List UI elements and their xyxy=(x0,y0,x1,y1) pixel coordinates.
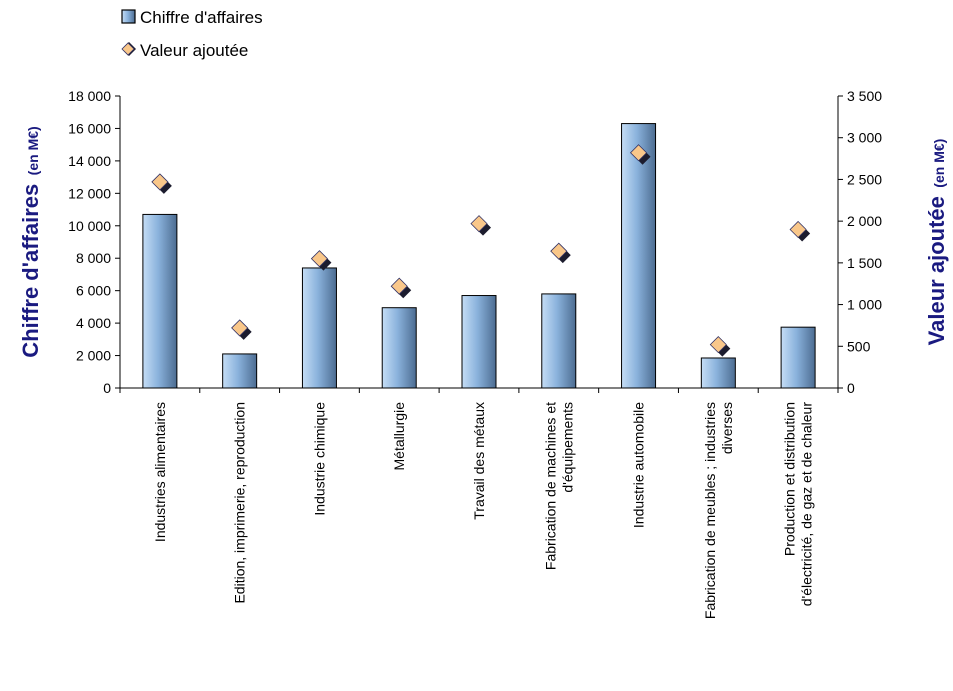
marker-series xyxy=(151,144,811,357)
left-tick-label: 2 000 xyxy=(76,348,111,364)
value-marker xyxy=(709,336,731,357)
bar xyxy=(541,293,577,389)
legend-bar-label: Chiffre d'affaires xyxy=(140,8,263,27)
bar xyxy=(461,295,497,389)
bar xyxy=(621,123,657,389)
legend-marker-label: Valeur ajoutée xyxy=(140,41,248,60)
right-tick-label: 500 xyxy=(847,338,871,354)
left-tick-label: 14 000 xyxy=(68,153,111,169)
category-label: Industries alimentaires xyxy=(152,402,168,542)
left-tick-label: 12 000 xyxy=(68,185,111,201)
left-axis-title: Chiffre d'affaires (en M€) xyxy=(18,126,43,357)
right-tick-label: 3 000 xyxy=(847,130,882,146)
category-label: Industrie chimique xyxy=(311,402,327,516)
value-marker xyxy=(789,220,811,242)
left-tick-label: 0 xyxy=(103,380,111,396)
category-label: Travail des métaux xyxy=(471,402,487,520)
right-tick-label: 2 500 xyxy=(847,171,882,187)
value-marker xyxy=(470,215,491,236)
right-axis-title: Valeur ajoutée (en M€) xyxy=(924,139,949,346)
category-label: Fabrication de machines etd'équipements xyxy=(542,402,575,570)
right-tick-label: 3 500 xyxy=(847,88,882,104)
category-label: Métallurgie xyxy=(391,402,407,471)
right-tick-label: 0 xyxy=(847,380,855,396)
value-marker xyxy=(629,144,651,165)
category-label: Production et distributiond'électricité,… xyxy=(782,402,815,607)
value-marker xyxy=(310,250,332,271)
left-tick-label: 4 000 xyxy=(76,315,111,331)
category-labels: Industries alimentaires Edition, imprimer… xyxy=(119,388,839,619)
bar xyxy=(381,307,417,389)
left-tick-label: 6 000 xyxy=(76,283,111,299)
category-label: Edition, imprimerie, reproduction xyxy=(232,402,248,604)
left-tick-label: 16 000 xyxy=(68,120,111,136)
value-marker xyxy=(151,173,172,194)
bar xyxy=(142,213,178,389)
value-marker xyxy=(390,277,412,299)
left-tick-label: 18 000 xyxy=(68,88,111,104)
right-axis-ticks: 0 500 1 000 1 500 2 000 2 500 3 000 3 500 xyxy=(838,88,882,396)
value-marker xyxy=(550,242,571,264)
category-label: Fabrication de meubles ; industriesdiver… xyxy=(702,402,735,619)
bar xyxy=(301,267,337,389)
left-tick-label: 8 000 xyxy=(76,250,111,266)
category-label: Industrie automobile xyxy=(631,402,647,528)
right-tick-label: 2 000 xyxy=(847,213,882,229)
legend-bar-swatch xyxy=(121,9,136,24)
value-marker xyxy=(231,319,252,340)
right-tick-label: 1 500 xyxy=(847,255,882,271)
bar xyxy=(780,326,816,389)
bar-series xyxy=(142,123,816,389)
legend-marker-swatch xyxy=(121,42,136,56)
right-tick-label: 1 000 xyxy=(847,297,882,313)
legend: Chiffre d'affaires Valeur ajoutée xyxy=(121,8,263,60)
left-axis-ticks: 0 2 000 4 000 6 000 8 000 10 000 12 000 14 000 1… xyxy=(68,88,120,396)
bar xyxy=(700,357,736,389)
bar xyxy=(222,353,258,389)
left-tick-label: 10 000 xyxy=(68,218,111,234)
